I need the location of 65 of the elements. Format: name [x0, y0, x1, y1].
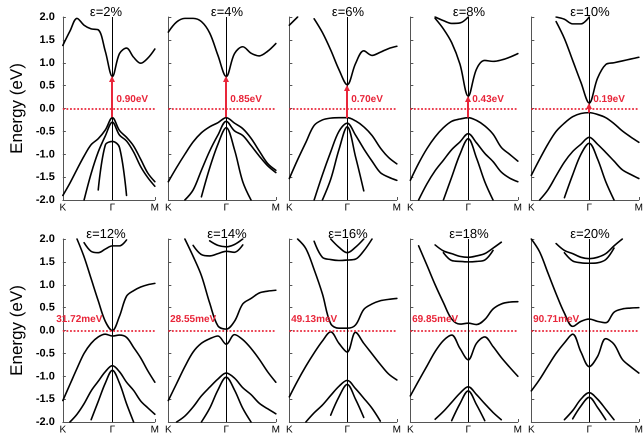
x-tick-label: M: [514, 424, 522, 436]
x-tick-label: M: [392, 202, 402, 214]
chart-title: ε=2%: [90, 4, 123, 19]
x-tick-label: K: [286, 202, 293, 214]
x-tick-label: K: [165, 202, 172, 214]
y-tick-label: 0.0: [40, 324, 55, 336]
x-tick-label: M: [514, 202, 522, 214]
x-tick-label: Γ: [465, 424, 472, 436]
x-tick-label: Γ: [223, 202, 230, 214]
y-axis-title: Energy (eV): [7, 63, 26, 154]
chart-title: ε=16%: [328, 226, 368, 241]
annotation: 0.70eV: [351, 94, 384, 105]
annotation: 0.43eV: [472, 94, 504, 105]
y-tick-label: -2.0: [36, 416, 55, 428]
x-tick-label: K: [407, 202, 414, 214]
x-tick-label: M: [634, 202, 643, 214]
annotation: 0.19eV: [593, 94, 626, 105]
y-tick-label: 2.0: [40, 233, 55, 245]
y-tick-label: -0.5: [36, 347, 55, 360]
x-tick-label: K: [165, 424, 172, 436]
chart-title: ε=4%: [210, 4, 244, 19]
y-tick-label: 0.5: [40, 80, 55, 92]
x-tick-label: Γ: [223, 424, 230, 436]
x-tick-label: K: [528, 424, 535, 436]
chart-title: ε=18%: [449, 226, 490, 241]
y-tick-label: 0.0: [40, 102, 55, 114]
x-tick-label: Γ: [344, 202, 350, 214]
x-tick-label: K: [60, 424, 67, 436]
y-tick-label: -0.5: [36, 125, 55, 138]
x-tick-label: K: [407, 424, 414, 436]
y-tick-label: 1.0: [40, 278, 55, 291]
chart-title: ε=12%: [86, 226, 126, 241]
x-tick-label: M: [150, 424, 160, 436]
chart-title: ε=6%: [332, 4, 365, 19]
x-tick-label: Γ: [110, 424, 116, 436]
y-tick-label: 1.5: [40, 34, 55, 46]
y-tick-label: 1.0: [40, 56, 55, 69]
x-tick-label: Γ: [586, 424, 592, 436]
x-tick-label: K: [286, 424, 293, 436]
x-tick-label: M: [392, 424, 402, 436]
y-axis-title: Energy (eV): [7, 285, 26, 376]
y-tick-label: -1.0: [36, 370, 55, 382]
y-tick-label: 2.0: [40, 11, 55, 23]
x-tick-label: Γ: [465, 202, 472, 214]
y-tick-label: 0.5: [40, 302, 55, 314]
x-tick-label: K: [60, 202, 67, 214]
y-tick-label: -1.0: [36, 148, 55, 160]
x-tick-label: Γ: [586, 202, 592, 214]
y-tick-label: 1.5: [40, 256, 55, 268]
x-tick-label: M: [634, 424, 643, 436]
x-tick-label: M: [272, 424, 280, 436]
chart-title: ε=8%: [452, 4, 486, 19]
x-tick-label: K: [528, 202, 535, 214]
x-tick-label: M: [272, 202, 280, 214]
chart-title: ε=14%: [207, 226, 248, 241]
y-tick-label: -1.5: [36, 393, 55, 406]
x-tick-label: Γ: [110, 202, 116, 214]
chart-title: ε=20%: [570, 226, 610, 241]
chart-title: ε=10%: [570, 4, 610, 19]
annotation: 0.85eV: [230, 94, 262, 105]
x-tick-label: Γ: [344, 424, 350, 436]
y-tick-label: -1.5: [36, 171, 55, 184]
x-tick-label: M: [150, 202, 160, 214]
y-tick-label: -2.0: [36, 194, 55, 206]
annotation: 0.90eV: [116, 94, 148, 105]
